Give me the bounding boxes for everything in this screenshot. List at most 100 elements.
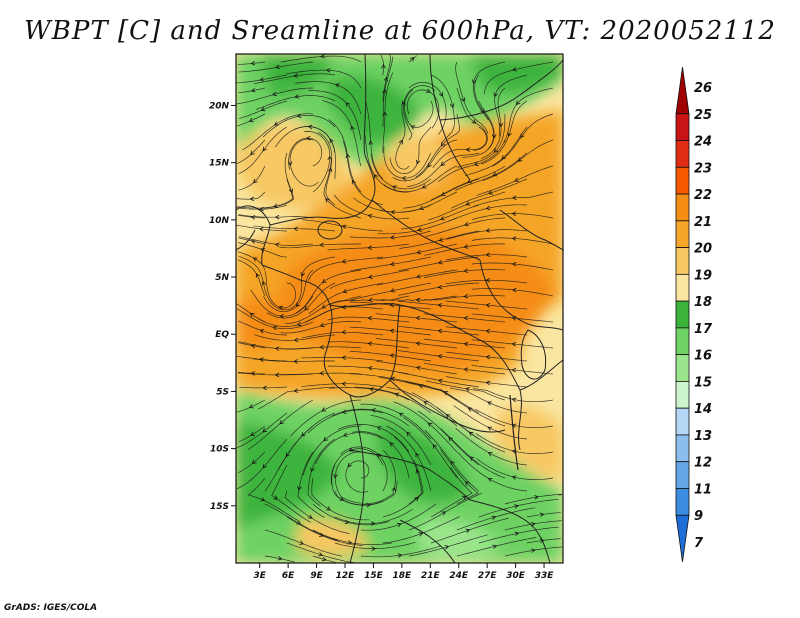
streamline-arrow [511,287,517,293]
streamline-arrow [466,179,472,184]
streamline-arrow [350,125,355,131]
streamline-arrow [463,293,468,299]
streamline-arrow [259,77,265,82]
streamline-arrow [255,273,260,278]
streamline-arrow [259,329,265,334]
streamline-arrow [310,467,315,473]
lat-tick-label: 10S [210,445,229,455]
streamline-arrow [297,486,302,491]
streamline-arrow [262,146,267,152]
country-border [439,59,563,121]
streamline-arrow [530,522,536,527]
colorbar-swatch [675,488,690,516]
streamline-arrow [389,235,395,240]
lon-tick-label: 9E [310,571,323,581]
streamline-arrow [341,224,347,229]
streamline-arrow [376,426,382,431]
country-border [363,54,376,201]
streamline-arrow [341,304,347,310]
streamline-arrow [325,197,330,203]
streamline [236,438,288,490]
streamline-arrow [418,532,424,537]
country-border [399,519,456,563]
country-border [499,209,563,251]
streamline-arrow [485,228,491,233]
streamline-arrow [515,100,521,106]
lat-tick-label: 5N [215,273,229,283]
streamline-arrow [342,432,348,437]
streamline-arrow [260,497,266,502]
colorbar-swatch [675,327,690,356]
streamline-arrow [449,103,455,109]
streamline-arrow [367,366,373,371]
streamline-arrow [438,237,444,242]
streamline [238,320,287,336]
streamline-arrow [341,409,347,414]
streamline-arrow [444,545,450,550]
streamline [236,399,266,413]
streamline-arrow [321,556,327,562]
lon-tick-label: 12E [336,571,356,581]
map-frame [235,53,564,564]
streamline-arrow [299,540,304,545]
streamline-arrow [390,288,395,293]
colorbar-label: 22 [694,188,712,203]
streamline-arrow [367,245,373,250]
streamline-arrow [277,556,283,561]
streamline-arrow [485,205,491,211]
colorbar-swatch [675,193,690,222]
colorbar-swatch [675,407,690,436]
streamline-arrow [348,447,354,452]
streamline-arrow [390,209,395,215]
streamline-arrow [414,496,419,502]
streamline-arrow [367,214,373,219]
streamline [238,425,266,443]
streamline-arrow [471,119,477,124]
streamline-arrow [514,504,519,509]
streamline-arrow [389,442,395,447]
streamline-arrow [389,261,395,267]
streamline-arrow [321,278,327,284]
streamline-arrow [398,139,403,145]
streamline [286,542,356,563]
green-ne [470,54,563,94]
streamline-arrow [511,261,517,267]
lat-tick-label: 15N [209,159,230,169]
streamlines [236,54,563,563]
streamline-arrow [274,372,280,378]
streamline-arrow [295,302,301,308]
lake-tanganyika [509,394,519,471]
streamline-arrow [398,412,404,417]
streamline-arrow [485,252,490,258]
map-panel [236,54,563,563]
streamline [238,165,266,191]
streamline-arrow [397,553,403,558]
streamline-arrow [511,195,517,200]
streamline-arrow [273,121,279,126]
streamline-arrow [485,277,490,283]
streamline-arrow [345,102,350,107]
streamline-arrow [465,528,471,533]
streamline-arrow [373,174,379,179]
streamline-arrow [382,111,388,116]
streamline-arrow [487,426,493,431]
streamline [504,493,562,505]
colorbar-swatch [675,220,690,248]
streamline-arrow [437,328,443,334]
country-border [469,499,551,563]
streamline-arrow [294,94,299,99]
streamline-arrow [511,367,517,373]
streamline-arrow [448,436,453,442]
streamline-arrow [485,380,491,386]
lon-tick-label: 18E [393,571,413,581]
streamline [236,204,288,210]
colorbar-swatch [675,166,690,195]
streamline-arrow [427,162,432,168]
colorbar-swatch [675,247,690,275]
streamline-arrow [534,495,539,500]
colorbar-label: 7 [694,536,704,551]
streamline-arrow [463,244,469,249]
country-border [261,264,331,306]
streamline-arrow [320,54,325,59]
streamline-arrow [250,87,256,93]
